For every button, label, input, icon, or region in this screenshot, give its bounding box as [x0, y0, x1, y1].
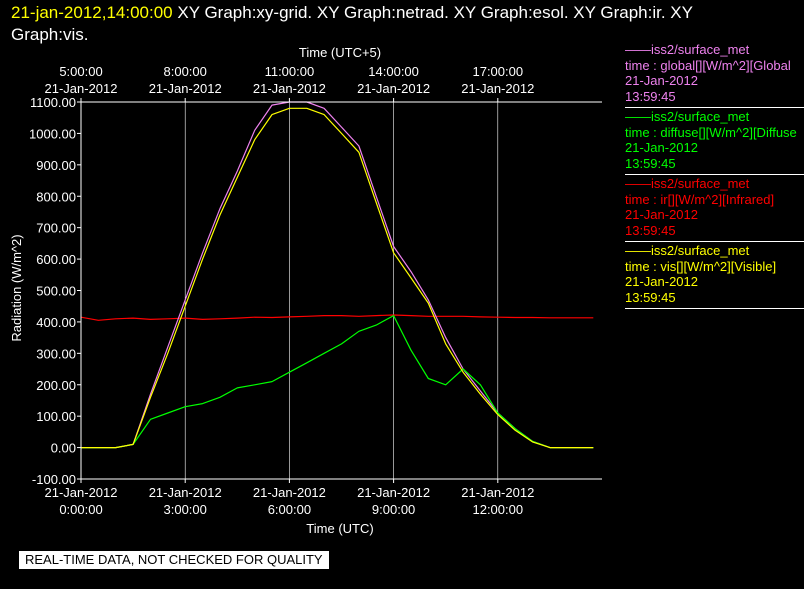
y-tick-label: 0.00 — [51, 441, 76, 456]
x-tick-date: 21-Jan-2012 — [357, 485, 430, 500]
y-tick-label: 100.00 — [36, 409, 76, 424]
top-tick-date: 21-Jan-2012 — [45, 81, 118, 96]
series-line-diffuse — [81, 315, 594, 449]
top-tick-time: 5:00:00 — [59, 64, 102, 79]
grid-layer — [80, 102, 499, 479]
top-tick-date: 21-Jan-2012 — [461, 81, 534, 96]
y-tick-label: 200.00 — [36, 378, 76, 393]
series-line-global — [81, 101, 594, 449]
quality-disclaimer: REAL-TIME DATA, NOT CHECKED FOR QUALITY — [19, 551, 329, 569]
axes-layer: -100.00 0.00 100.00 200.00 300.00 400.00 500.0… — [29, 64, 602, 517]
top-tick-time: 8:00:00 — [164, 64, 207, 79]
y-tick-label: 800.00 — [36, 189, 76, 204]
series-line-ir — [80, 314, 594, 321]
legend-separator — [625, 174, 804, 175]
x-tick-time: 6:00:00 — [268, 502, 311, 517]
series-line-vis — [81, 107, 594, 449]
legend-date: 21-Jan-2012 — [625, 140, 698, 155]
top-axis-title: Time (UTC+5) — [299, 45, 381, 60]
legend-source: ——iss2/surface_met — [625, 109, 750, 124]
legend-entry: ——iss2/surface_met time : diffuse[][W/m^2… — [625, 109, 804, 175]
legend-date: 21-Jan-2012 — [625, 207, 698, 222]
y-tick-label: 1100.00 — [30, 95, 76, 110]
legend-field: time : global[][W/m^2][Global — [625, 57, 791, 73]
y-tick-label: 500.00 — [36, 284, 76, 299]
x-tick-time: 3:00:00 — [164, 502, 207, 517]
legend-entry: ——iss2/surface_met time : global[][W/m^2]… — [625, 42, 804, 108]
title-graph-list-cont: Graph:vis. — [11, 25, 89, 44]
bottom-axis-title: Time (UTC) — [306, 521, 373, 536]
legend-source: ——iss2/surface_met — [625, 243, 750, 258]
y-tick-label: 900.00 — [36, 158, 76, 173]
x-tick-date: 21-Jan-2012 — [253, 485, 326, 500]
title-datetime: 21-jan-2012,14:00:00 — [11, 3, 173, 22]
legend-field: time : vis[][W/m^2][Visible] — [625, 258, 777, 274]
y-tick-label: 700.00 — [36, 221, 76, 236]
legend: ——iss2/surface_met time : global[][W/m^2]… — [625, 42, 804, 310]
y-tick-label: 600.00 — [36, 252, 76, 267]
legend-time: 13:59:45 — [625, 155, 676, 171]
y-tick-label: 300.00 — [36, 346, 76, 361]
y-tick-label: 400.00 — [36, 315, 76, 330]
legend-date: 21-Jan-2012 — [625, 274, 698, 289]
x-tick-date: 21-Jan-2012 — [45, 485, 118, 500]
legend-source: ——iss2/surface_met — [625, 42, 750, 57]
legend-time: 13:59:45 — [625, 88, 676, 104]
legend-date: 21-Jan-2012 — [625, 73, 698, 88]
legend-separator — [625, 308, 804, 309]
x-tick-time: 9:00:00 — [372, 502, 415, 517]
top-tick-date: 21-Jan-2012 — [357, 81, 430, 96]
legend-separator — [625, 241, 804, 242]
title-graph-list: XY Graph:xy-grid. XY Graph:netrad. XY Gr… — [172, 3, 693, 22]
legend-field: time : diffuse[][W/m^2][Diffuse — [625, 124, 797, 140]
top-tick-time: 14:00:00 — [368, 64, 419, 79]
graph-title-bar: 21-jan-2012,14:00:00 XY Graph:xy-grid. X… — [11, 2, 801, 46]
legend-separator — [625, 107, 804, 108]
legend-source: ——iss2/surface_met — [625, 176, 750, 191]
legend-entry: ——iss2/surface_met time : ir[][W/m^2][Inf… — [625, 176, 804, 242]
top-tick-date: 21-Jan-2012 — [253, 81, 326, 96]
x-tick-time: 12:00:00 — [472, 502, 523, 517]
legend-time: 13:59:45 — [625, 222, 676, 238]
x-tick-date: 21-Jan-2012 — [149, 485, 222, 500]
y-tick-label: -100.00 — [32, 472, 76, 487]
series-layer — [80, 101, 594, 449]
top-tick-date: 21-Jan-2012 — [149, 81, 222, 96]
y-tick-label: 1000.00 — [29, 126, 76, 141]
top-tick-time: 17:00:00 — [472, 64, 523, 79]
legend-time: 13:59:45 — [625, 289, 676, 305]
y-axis-title: Radiation (W/m^2) — [9, 234, 24, 341]
legend-field: time : ir[][W/m^2][Infrared] — [625, 191, 775, 207]
x-tick-time: 0:00:00 — [59, 502, 102, 517]
x-tick-date: 21-Jan-2012 — [461, 485, 534, 500]
legend-entry: ——iss2/surface_met time : vis[][W/m^2][Vi… — [625, 243, 804, 309]
top-tick-time: 11:00:00 — [265, 64, 315, 79]
